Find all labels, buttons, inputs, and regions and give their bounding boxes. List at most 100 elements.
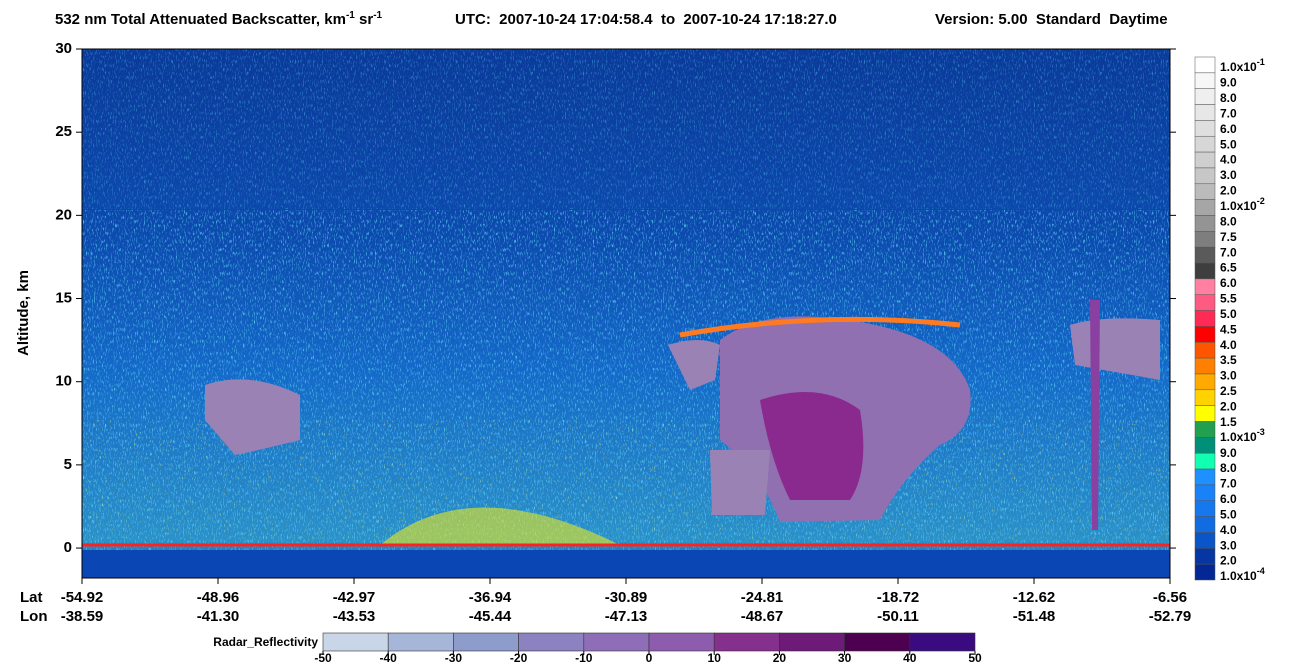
colorbar-swatch <box>1194 516 1216 533</box>
colorbar-swatch <box>1194 72 1216 89</box>
x-tick-label: -30.89 <box>605 589 648 606</box>
colorbar-swatch <box>1194 357 1216 375</box>
colorbar-swatch <box>1194 231 1216 248</box>
colorbar-swatch <box>1194 500 1216 517</box>
colorbar-swatch <box>1194 437 1216 454</box>
x-tick-label: -41.30 <box>197 608 240 625</box>
radar-swatch <box>583 632 650 652</box>
colorbar-swatch <box>1194 468 1216 486</box>
colorbar-label: 1.5 <box>1220 415 1237 429</box>
x-tick-label: -42.97 <box>333 589 376 606</box>
colorbar-swatch <box>1194 342 1216 359</box>
radar-tick-label: -40 <box>380 651 398 665</box>
radar-swatch <box>779 632 845 652</box>
colorbar-swatch <box>1194 167 1216 185</box>
colorbar-label-exp: -4 <box>1257 566 1265 576</box>
colorbar-label: 8.0 <box>1220 461 1237 475</box>
colorbar-label: 9.0 <box>1220 76 1237 90</box>
colorbar-swatch <box>1194 532 1216 549</box>
colorbar-swatch <box>1194 246 1216 264</box>
colorbar-swatch <box>1194 405 1216 422</box>
colorbar-label: 7.0 <box>1220 106 1237 120</box>
colorbar-label: 7.0 <box>1220 477 1237 491</box>
colorbar-label: 2.5 <box>1220 384 1237 398</box>
radar-swatch <box>518 632 585 652</box>
colorbar-label-exp: -2 <box>1257 196 1265 206</box>
utc-range: UTC: 2007-10-24 17:04:58.4 to 2007-10-24… <box>455 11 837 28</box>
x-tick-label: -48.96 <box>197 589 240 606</box>
radar-swatch <box>387 632 454 652</box>
colorbar-label: 4.5 <box>1220 322 1237 336</box>
colorbar-label: 6.0 <box>1220 492 1237 506</box>
colorbar-swatch <box>1194 215 1216 232</box>
colorbar-label: 3.5 <box>1220 353 1237 367</box>
y-tick-label: 5 <box>64 456 72 473</box>
version: Version: 5.00 Standard Daytime <box>935 11 1168 28</box>
colorbar-label: 2.0 <box>1220 554 1237 568</box>
colorbar-label: 1.0x10-2 <box>1220 196 1265 213</box>
colorbar-swatch <box>1194 294 1216 311</box>
x-tick-label: -45.44 <box>469 608 512 625</box>
colorbar-swatch <box>1194 56 1216 74</box>
colorbar-swatch <box>1194 151 1216 169</box>
colorbar-swatch <box>1194 135 1216 153</box>
colorbar-label: 7.0 <box>1220 245 1237 259</box>
colorbar-label: 3.0 <box>1220 538 1237 552</box>
x-tick-label: -6.56 <box>1153 589 1187 606</box>
colorbar-label: 2.0 <box>1220 184 1237 198</box>
colorbar-label: 6.0 <box>1220 122 1237 136</box>
y-tick-label: 0 <box>64 539 72 556</box>
radar-tick-label: 10 <box>708 651 722 665</box>
chart-title: 532 nm Total Attenuated Backscatter, km-… <box>55 10 383 28</box>
radar-tick-label: 40 <box>903 651 917 665</box>
x-tick-label: -51.48 <box>1013 608 1056 625</box>
colorbar-label-base: 1.0x10 <box>1220 569 1257 583</box>
x-tick-label: -47.13 <box>605 608 648 625</box>
radar-tick-label: 0 <box>646 651 653 665</box>
colorbar-swatch <box>1194 389 1216 406</box>
colorbar-swatch <box>1194 326 1216 343</box>
y-tick-label: 15 <box>55 289 72 306</box>
colorbar-swatch <box>1194 262 1216 280</box>
colorbar-label-base: 1.0x10 <box>1220 199 1257 213</box>
colorbar-label-base: 1.0x10 <box>1220 60 1257 74</box>
colorbar-label: 2.0 <box>1220 400 1237 414</box>
colorbar-swatch <box>1194 421 1216 438</box>
x-tick-label: -12.62 <box>1013 589 1056 606</box>
radar-tick-label: -20 <box>510 651 528 665</box>
x-tick-label: -36.94 <box>469 589 512 606</box>
colorbar-label: 8.0 <box>1220 214 1237 228</box>
colorbar-label: 5.0 <box>1220 307 1237 321</box>
colorbar-swatch <box>1194 452 1216 470</box>
colorbar-swatch <box>1194 563 1216 581</box>
radar-tick-label: 20 <box>773 651 787 665</box>
plot-background <box>82 49 1170 578</box>
colorbar-label: 1.0x10-4 <box>1220 566 1265 583</box>
colorbar-label: 4.0 <box>1220 338 1237 352</box>
colorbar-label-exp: -1 <box>1257 57 1265 67</box>
colorbar-label-base: 1.0x10 <box>1220 430 1257 444</box>
radar-swatch <box>322 632 389 652</box>
title-sup: -1 <box>346 10 355 21</box>
y-tick-label: 25 <box>55 123 72 140</box>
colorbar-swatch <box>1194 183 1216 200</box>
colorbar-label: 3.0 <box>1220 168 1237 182</box>
radar-swatch <box>713 632 780 652</box>
colorbar-swatch <box>1194 104 1216 121</box>
colorbar-label: 5.0 <box>1220 507 1237 521</box>
colorbar-label: 1.0x10-3 <box>1220 428 1265 445</box>
title-sup: -1 <box>373 10 382 21</box>
y-axis-label: Altitude, km <box>15 270 32 356</box>
colorbar-swatch <box>1194 88 1216 105</box>
title-text: sr <box>355 11 374 28</box>
colorbar-label: 5.0 <box>1220 137 1237 151</box>
y-tick-label: 10 <box>55 373 72 390</box>
x-row-label: Lon <box>20 608 48 625</box>
y-tick-label: 30 <box>55 40 72 57</box>
x-tick-label: -52.79 <box>1149 608 1192 625</box>
x-tick-label: -50.11 <box>877 608 919 625</box>
colorbar-label: 4.0 <box>1220 523 1237 537</box>
colorbar-swatch <box>1194 373 1216 391</box>
colorbar-swatch <box>1194 310 1216 327</box>
